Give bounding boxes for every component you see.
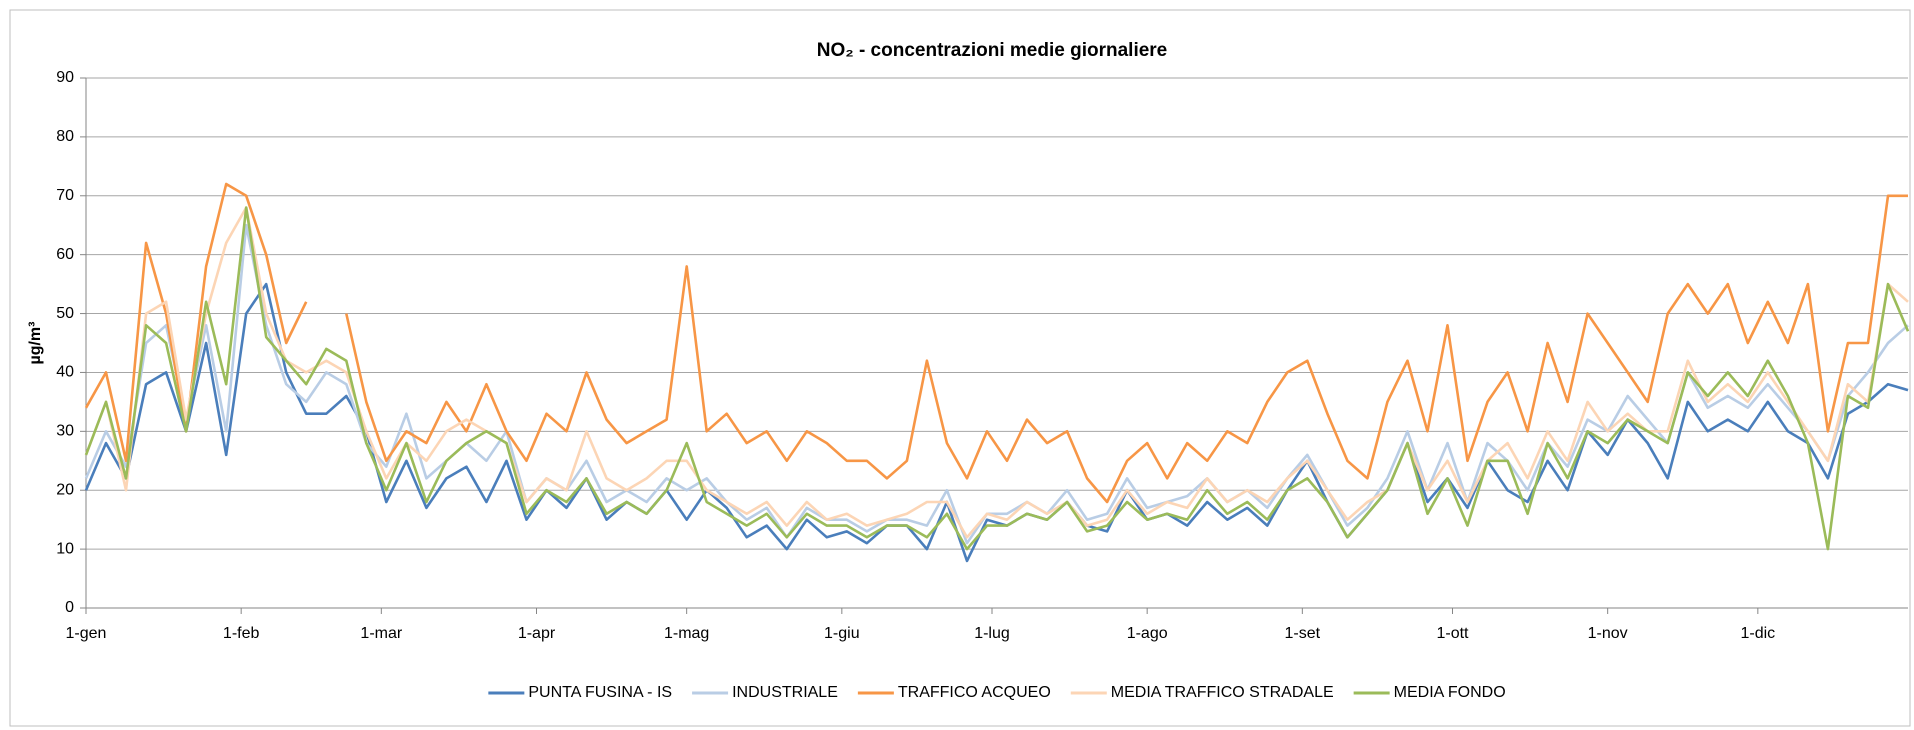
- y-axis-label: µg/m³: [27, 322, 44, 365]
- x-tick-label: 1-feb: [223, 625, 260, 642]
- x-tick-label: 1-nov: [1588, 625, 1628, 642]
- series-line: [84, 206, 1910, 551]
- x-tick-label: 1-set: [1285, 625, 1321, 642]
- x-tick-label: 1-ago: [1127, 625, 1168, 642]
- x-tick-label: 1-dic: [1740, 625, 1775, 642]
- y-tick-label: 10: [56, 540, 74, 557]
- x-tick-label: 1-apr: [518, 625, 556, 642]
- legend-label: PUNTA FUSINA - IS: [528, 684, 672, 701]
- legend-label: TRAFFICO ACQUEO: [898, 684, 1051, 701]
- series-line: [84, 282, 1909, 563]
- series-line: [84, 182, 1908, 504]
- y-tick-label: 0: [65, 599, 74, 616]
- chart-title: NO₂ - concentrazioni medie giornaliere: [817, 40, 1168, 61]
- y-tick-label: 50: [56, 305, 74, 322]
- x-tick-label: 1-gen: [66, 625, 107, 642]
- y-tick-label: 90: [56, 69, 74, 86]
- y-tick-label: 60: [56, 246, 74, 263]
- y-tick-label: 40: [56, 364, 74, 381]
- x-tick-label: 1-lug: [974, 625, 1010, 642]
- y-tick-label: 30: [56, 423, 74, 440]
- x-tick-label: 1-giu: [824, 625, 860, 642]
- x-tick-label: 1-mag: [664, 625, 709, 642]
- x-tick-label: 1-ott: [1436, 625, 1469, 642]
- series-line: [84, 206, 1909, 539]
- legend-label: MEDIA TRAFFICO STRADALE: [1111, 684, 1334, 701]
- legend-label: INDUSTRIALE: [732, 684, 838, 701]
- y-tick-label: 70: [56, 187, 74, 204]
- x-tick-label: 1-mar: [360, 625, 402, 642]
- legend-label: MEDIA FONDO: [1394, 684, 1506, 701]
- y-tick-label: 20: [56, 481, 74, 498]
- y-tick-label: 80: [56, 128, 74, 145]
- chart-frame: [9, 9, 1911, 727]
